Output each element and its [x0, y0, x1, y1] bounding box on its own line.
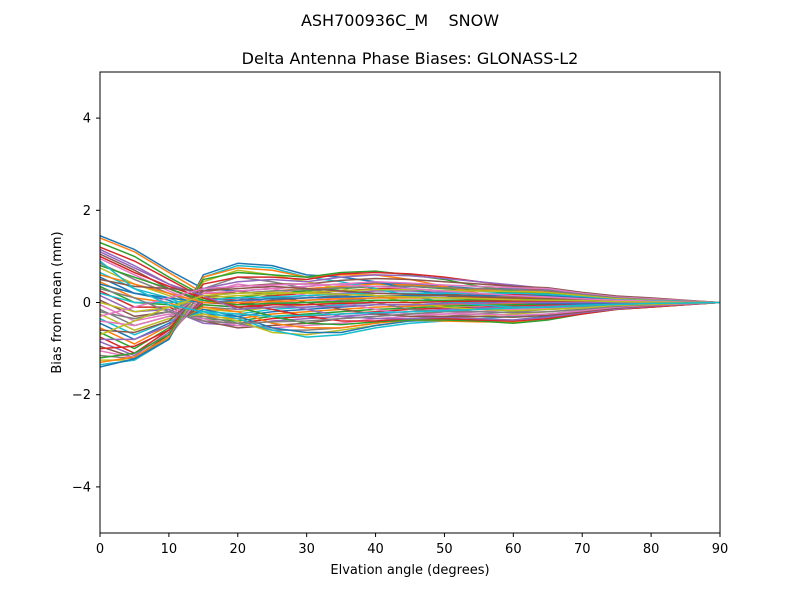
chart-title: Delta Antenna Phase Biases: GLONASS-L2	[242, 49, 579, 68]
y-tick-label: −4	[72, 480, 91, 495]
x-tick-label: 90	[712, 542, 729, 557]
x-axis-label: Elvation angle (degrees)	[330, 563, 489, 578]
x-tick-label: 60	[505, 542, 522, 557]
series-line	[100, 260, 720, 318]
y-tick-label: −2	[72, 388, 91, 403]
x-tick-label: 30	[298, 542, 315, 557]
x-axis: 0 10 20 30 40 50 60 70 80 90	[96, 533, 728, 557]
figure-suptitle: ASH700936C_M SNOW	[301, 11, 499, 31]
x-tick-label: 10	[161, 542, 178, 557]
series-line	[100, 291, 720, 336]
y-axis-label: Bias from mean (mm)	[50, 231, 65, 373]
x-tick-label: 40	[367, 542, 384, 557]
series-line	[100, 283, 720, 318]
x-tick-label: 70	[574, 542, 591, 557]
series-line	[100, 281, 720, 327]
x-tick-label: 20	[230, 542, 247, 557]
y-tick-label: 2	[83, 204, 91, 219]
y-tick-label: 4	[83, 112, 91, 127]
x-tick-label: 80	[643, 542, 660, 557]
x-tick-label: 0	[96, 542, 104, 557]
series-lines	[100, 234, 720, 368]
x-tick-label: 50	[436, 542, 453, 557]
y-axis: −4 −2 0 2 4	[72, 112, 100, 495]
y-tick-label: 0	[83, 296, 91, 311]
